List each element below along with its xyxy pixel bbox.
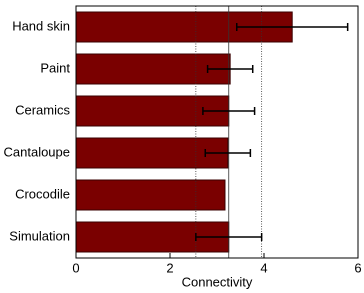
y-tick-label: Ceramics (15, 102, 70, 117)
error-bar (195, 233, 263, 241)
y-tick-label: Cantaloupe (4, 144, 71, 159)
bar (75, 179, 226, 211)
y-tick-label: Paint (40, 60, 70, 75)
error-bar (202, 107, 256, 115)
x-tick-label: 0 (72, 260, 79, 275)
error-bar (206, 65, 254, 73)
error-bar (235, 23, 349, 31)
y-tick-label: Simulation (9, 228, 70, 243)
x-axis-label: Connectivity (182, 274, 253, 289)
x-tick-label: 6 (354, 260, 361, 275)
plot-frame (75, 5, 359, 259)
error-bar (204, 149, 252, 157)
y-tick-label: Hand skin (12, 18, 70, 33)
x-tick-label: 2 (166, 260, 173, 275)
y-tick-label: Crocodile (15, 186, 70, 201)
bar (75, 53, 231, 85)
x-tick-label: 4 (260, 260, 267, 275)
